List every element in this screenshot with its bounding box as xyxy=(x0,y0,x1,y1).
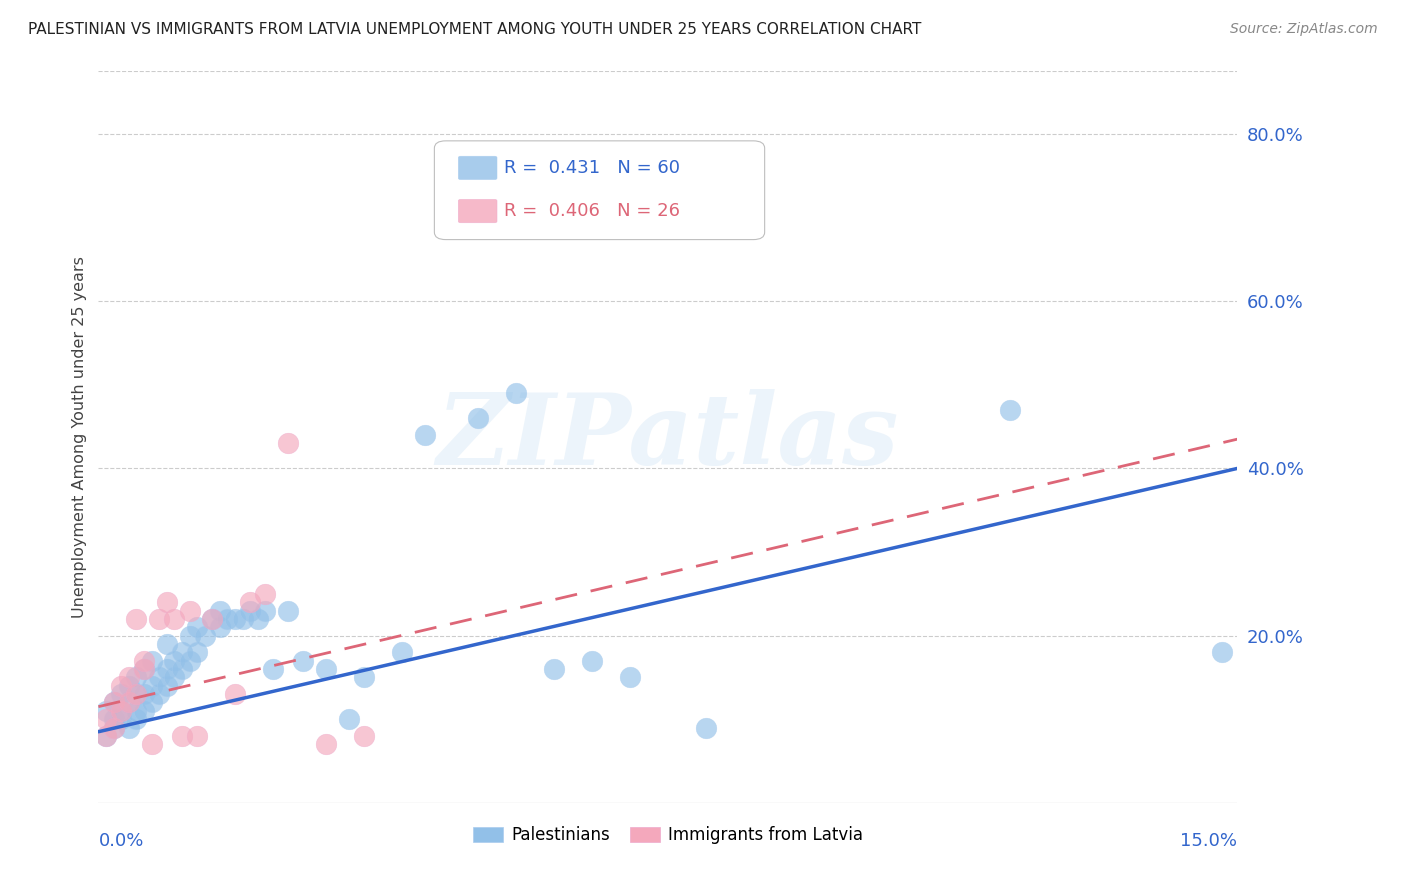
Point xyxy=(118,721,141,735)
Point xyxy=(94,729,117,743)
Text: R =  0.431   N = 60: R = 0.431 N = 60 xyxy=(503,159,681,177)
Point xyxy=(292,654,315,668)
Point xyxy=(103,721,125,735)
Point xyxy=(118,696,141,710)
Point xyxy=(125,712,148,726)
Text: 0.0%: 0.0% xyxy=(98,832,143,850)
Point xyxy=(163,612,186,626)
Point xyxy=(163,654,186,668)
Point xyxy=(186,620,208,634)
Point xyxy=(148,670,170,684)
Point xyxy=(239,595,262,609)
Point xyxy=(337,712,360,726)
Point xyxy=(186,645,208,659)
Point xyxy=(125,687,148,701)
Y-axis label: Unemployment Among Youth under 25 years: Unemployment Among Youth under 25 years xyxy=(72,256,87,618)
Point xyxy=(103,712,125,726)
Legend: Palestinians, Immigrants from Latvia: Palestinians, Immigrants from Latvia xyxy=(468,822,868,849)
Point xyxy=(232,612,254,626)
Point xyxy=(132,704,155,718)
Point xyxy=(132,662,155,676)
Point xyxy=(163,670,186,684)
Point xyxy=(353,670,375,684)
Point xyxy=(208,620,231,634)
Point xyxy=(179,603,201,617)
Point xyxy=(141,737,163,751)
Point xyxy=(224,612,246,626)
Point xyxy=(262,662,284,676)
Point xyxy=(179,629,201,643)
Point xyxy=(118,696,141,710)
Point xyxy=(353,729,375,743)
Point xyxy=(208,603,231,617)
Point xyxy=(156,637,179,651)
Text: R =  0.406   N = 26: R = 0.406 N = 26 xyxy=(503,202,681,220)
Point xyxy=(148,687,170,701)
Point xyxy=(148,612,170,626)
Point xyxy=(581,654,603,668)
Point xyxy=(413,428,436,442)
Text: 15.0%: 15.0% xyxy=(1180,832,1237,850)
Point xyxy=(201,612,224,626)
Point xyxy=(619,670,641,684)
Point xyxy=(125,670,148,684)
Point xyxy=(94,704,117,718)
Point xyxy=(998,403,1021,417)
Point xyxy=(110,679,132,693)
Point xyxy=(170,729,193,743)
FancyBboxPatch shape xyxy=(458,199,498,223)
Point xyxy=(391,645,413,659)
Point xyxy=(110,704,132,718)
Text: Source: ZipAtlas.com: Source: ZipAtlas.com xyxy=(1230,22,1378,37)
Point xyxy=(110,704,132,718)
Point xyxy=(141,696,163,710)
Point xyxy=(179,654,201,668)
Point xyxy=(132,662,155,676)
Point xyxy=(103,696,125,710)
Point xyxy=(94,712,117,726)
Point xyxy=(103,696,125,710)
Point xyxy=(125,687,148,701)
Point xyxy=(186,729,208,743)
Point xyxy=(156,662,179,676)
Point xyxy=(277,436,299,450)
Point xyxy=(315,662,337,676)
Text: PALESTINIAN VS IMMIGRANTS FROM LATVIA UNEMPLOYMENT AMONG YOUTH UNDER 25 YEARS CO: PALESTINIAN VS IMMIGRANTS FROM LATVIA UN… xyxy=(28,22,921,37)
Point xyxy=(217,612,239,626)
Point xyxy=(156,679,179,693)
Point xyxy=(254,603,277,617)
Point xyxy=(132,654,155,668)
Point xyxy=(125,612,148,626)
Point xyxy=(141,654,163,668)
Point xyxy=(94,729,117,743)
Point xyxy=(125,704,148,718)
Point xyxy=(194,629,217,643)
Point xyxy=(1211,645,1233,659)
Point xyxy=(695,721,717,735)
Point xyxy=(467,411,489,425)
Point xyxy=(170,645,193,659)
FancyBboxPatch shape xyxy=(434,141,765,240)
Point xyxy=(246,612,269,626)
Point xyxy=(239,603,262,617)
Point xyxy=(118,679,141,693)
FancyBboxPatch shape xyxy=(458,156,498,179)
Point xyxy=(132,687,155,701)
Point xyxy=(315,737,337,751)
Point xyxy=(141,679,163,693)
Point xyxy=(118,670,141,684)
Point xyxy=(254,587,277,601)
Point xyxy=(505,386,527,401)
Point xyxy=(170,662,193,676)
Point xyxy=(543,662,565,676)
Point xyxy=(224,687,246,701)
Text: ZIPatlas: ZIPatlas xyxy=(437,389,898,485)
Point xyxy=(110,687,132,701)
Point xyxy=(201,612,224,626)
Point xyxy=(156,595,179,609)
Point xyxy=(110,712,132,726)
Point xyxy=(277,603,299,617)
Point xyxy=(103,721,125,735)
